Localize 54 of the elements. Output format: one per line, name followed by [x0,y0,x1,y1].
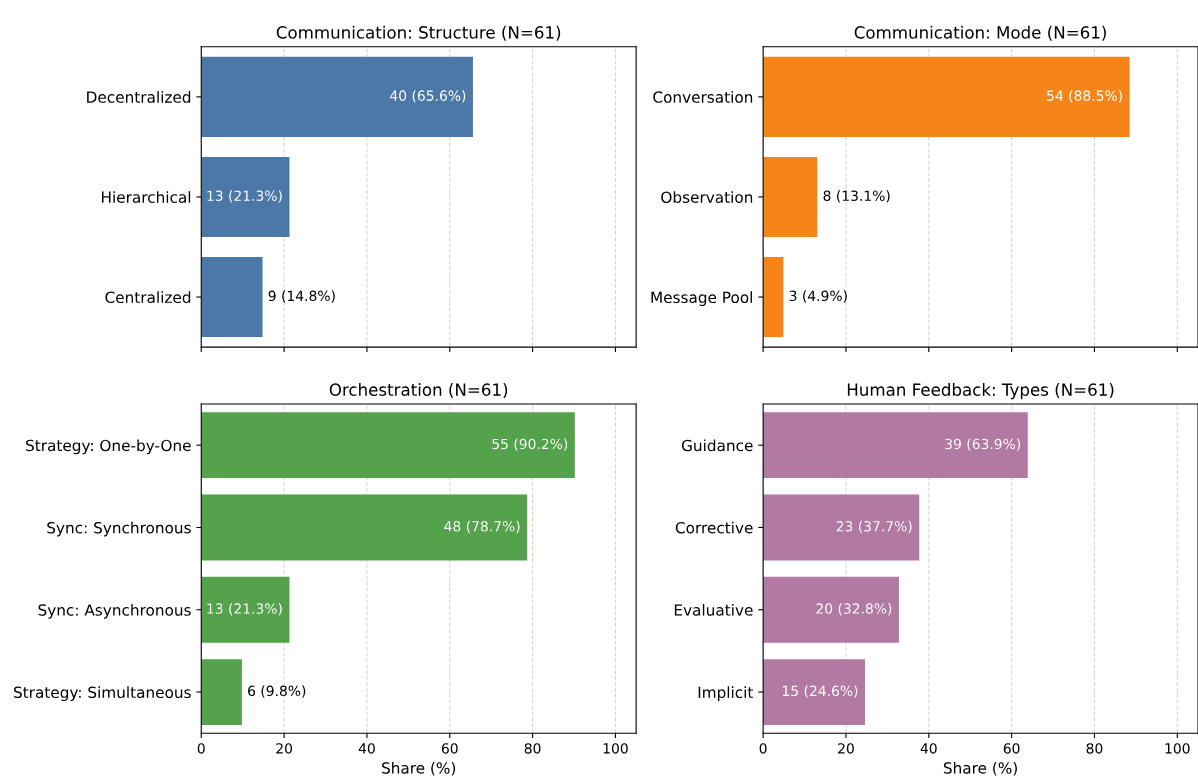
data-label: 55 (90.2%) [492,438,568,451]
y-tick-label: Implicit [698,686,754,702]
data-label: 8 (13.1%) [823,190,890,203]
bar [763,659,866,725]
x-tick-label: 60 [441,743,458,754]
x-tick-label: 0 [197,743,205,754]
y-tick-label: Sync: Synchronous [47,521,191,537]
bar [201,576,290,643]
y-tick-label: Corrective [675,521,753,534]
bar [763,412,1028,479]
data-label: 48 (78.7%) [444,520,520,534]
y-tick-label: Hierarchical [101,191,191,203]
data-label: 40 (65.6%) [390,90,466,103]
bar [763,494,920,561]
bar [201,659,242,725]
y-tick-label: Observation [661,191,753,203]
data-label: 15 (24.6%) [782,685,858,698]
chart-title: Communication: Mode (N=61) [854,25,1106,41]
x-tick-label: 40 [920,743,937,754]
data-label: 9 (14.8%) [268,290,335,303]
data-label: 13 (21.3%) [207,603,282,616]
x-tick-label: 100 [603,743,628,754]
bar [763,576,899,643]
data-label: 54 (88.5%) [1047,90,1122,103]
x-tick-label: 100 [1165,743,1190,754]
x-axis-title: Share (%) [943,761,1017,776]
y-tick-label: Decentralized [87,91,191,103]
x-tick-label: 0 [759,743,767,754]
x-tick-label: 60 [1003,743,1020,754]
data-label: 6 (9.8%) [248,685,306,698]
chart-title: Communication: Structure (N=61) [276,25,561,41]
y-tick-label: Evaluative [674,603,753,616]
y-tick-label: Strategy: Simultaneous [14,686,191,702]
y-tick-label: Centralized [105,291,191,304]
x-axis-title: Share (%) [382,761,456,776]
y-tick-label: Strategy: One-by-One [26,439,191,455]
bar [201,412,575,479]
data-label: 13 (21.3%) [207,190,282,203]
data-label: 39 (63.9%) [945,438,1021,451]
x-tick-label: 20 [838,743,854,754]
x-tick-label: 20 [276,743,293,754]
y-tick-label: Sync: Asynchronous [38,603,191,619]
y-tick-label: Guidance [681,439,753,452]
data-label: 3 (4.9%) [789,290,847,303]
data-label: 23 (37.7%) [836,520,912,534]
y-tick-label: Message Pool [651,291,752,307]
y-tick-label: Conversation [653,91,753,103]
data-label: 20 (32.8%) [816,603,892,616]
x-tick-label: 40 [358,743,375,754]
bar [201,494,528,561]
x-tick-label: 80 [1086,743,1103,754]
chart-title: Orchestration (N=61) [329,383,508,398]
x-tick-label: 80 [524,743,541,754]
chart-title: Human Feedback: Types (N=61) [847,383,1114,400]
